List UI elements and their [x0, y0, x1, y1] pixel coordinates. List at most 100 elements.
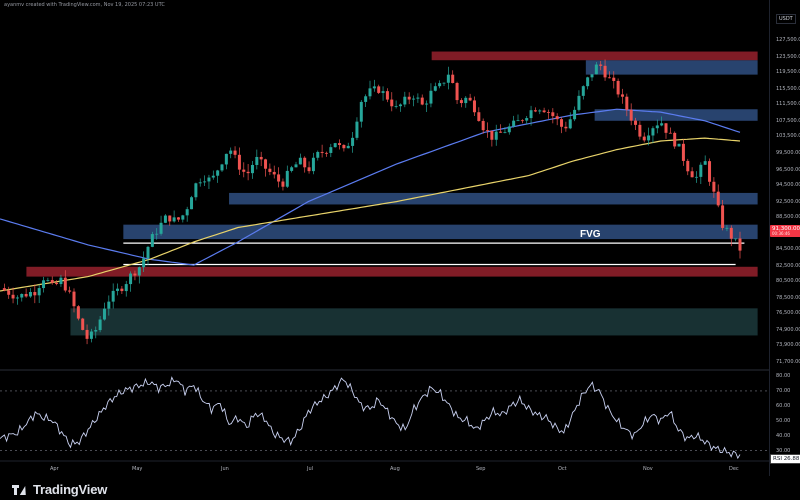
candle-body: [394, 106, 398, 107]
candle: [124, 280, 128, 297]
candle: [133, 270, 137, 281]
candle: [385, 88, 389, 103]
price-tick-label: 92,500.00: [776, 198, 800, 205]
candle-body: [290, 167, 294, 171]
candle: [320, 144, 324, 158]
candle: [242, 162, 246, 178]
candle: [42, 276, 46, 293]
candle: [412, 95, 416, 107]
chart-attribution: ayanmv created with TradingView.com, Nov…: [4, 2, 165, 8]
tradingview-logo[interactable]: TradingView: [12, 482, 107, 497]
price-chart[interactable]: [0, 0, 800, 476]
candle-body: [37, 288, 41, 296]
time-tick-label: Jun: [221, 466, 229, 472]
rsi-pane[interactable]: [0, 376, 768, 460]
candle-body: [120, 288, 124, 292]
candle: [272, 165, 276, 179]
candle: [72, 288, 76, 313]
candle: [433, 82, 437, 92]
candle-body: [459, 100, 463, 104]
candle: [342, 144, 346, 152]
candle: [98, 315, 102, 333]
candle: [512, 115, 516, 128]
candle: [351, 131, 355, 153]
candle: [355, 117, 359, 141]
candle-body: [664, 123, 668, 133]
candle: [7, 286, 11, 299]
candle-body: [220, 164, 224, 171]
candle: [729, 225, 733, 247]
candle-body: [355, 121, 359, 138]
candle: [686, 158, 690, 176]
candle: [655, 119, 659, 134]
candle-body: [494, 131, 498, 140]
candle-body: [581, 86, 585, 96]
candle: [507, 123, 511, 135]
candle: [76, 305, 80, 321]
footer-bar: [0, 476, 800, 500]
candle: [142, 251, 146, 272]
candle: [137, 266, 141, 284]
candle-body: [250, 164, 254, 174]
candle-body: [150, 234, 154, 247]
candle: [172, 210, 176, 223]
candle-body: [116, 288, 120, 291]
candle: [494, 124, 498, 146]
candle-body: [560, 119, 564, 127]
candle-body: [673, 132, 677, 147]
price-tick-label: 99,500.00: [776, 149, 800, 156]
time-tick-label: Oct: [558, 466, 567, 472]
candle-body: [538, 110, 542, 112]
candle: [46, 277, 50, 282]
moving-average-fast: [0, 108, 741, 266]
price-tick-label: 123,500.00: [776, 53, 800, 60]
candle-body: [255, 156, 259, 165]
candle: [324, 151, 328, 157]
price-tick-label: 94,500.00: [776, 181, 800, 188]
candle: [438, 80, 442, 89]
price-tick-label: 71,700.00: [776, 359, 800, 365]
candle: [281, 178, 285, 191]
candle-body: [333, 143, 337, 148]
candle-body: [603, 65, 607, 78]
candle-body: [181, 215, 185, 220]
candle-body: [46, 280, 50, 281]
candle: [629, 103, 633, 126]
candle: [246, 164, 250, 181]
rsi-tick-label: 40.00: [776, 432, 791, 439]
candle-body: [281, 181, 285, 187]
candle-body: [33, 292, 37, 296]
candle-body: [94, 330, 98, 332]
candle-body: [368, 88, 372, 97]
fvg-label: FVG: [580, 229, 601, 240]
candle-body: [68, 290, 72, 292]
candle: [573, 106, 577, 122]
candle-body: [590, 74, 594, 78]
candle: [468, 93, 472, 102]
candle: [150, 231, 154, 248]
candle-body: [242, 169, 246, 172]
candle: [220, 163, 224, 172]
candle: [503, 127, 507, 134]
candle: [390, 92, 394, 112]
candle: [120, 286, 124, 294]
candle-body: [285, 170, 289, 187]
price-tick-label: 103,500.00: [776, 133, 800, 140]
candle-body: [7, 290, 11, 295]
candle-body: [512, 120, 516, 127]
candle: [50, 276, 54, 285]
candle: [599, 60, 603, 71]
candle-body: [612, 77, 616, 81]
candle: [163, 214, 167, 224]
candle: [233, 146, 237, 159]
price-tick-label: 82,500.00: [776, 262, 800, 269]
candle: [394, 100, 398, 109]
candle-body: [237, 154, 241, 170]
price-tick-label: 115,500.00: [776, 85, 800, 92]
currency-label[interactable]: USDT: [776, 14, 796, 24]
candle: [546, 109, 550, 119]
candle-body: [703, 161, 707, 165]
candle-body: [607, 77, 611, 79]
candle-body: [85, 329, 89, 339]
candle-body: [542, 110, 546, 113]
